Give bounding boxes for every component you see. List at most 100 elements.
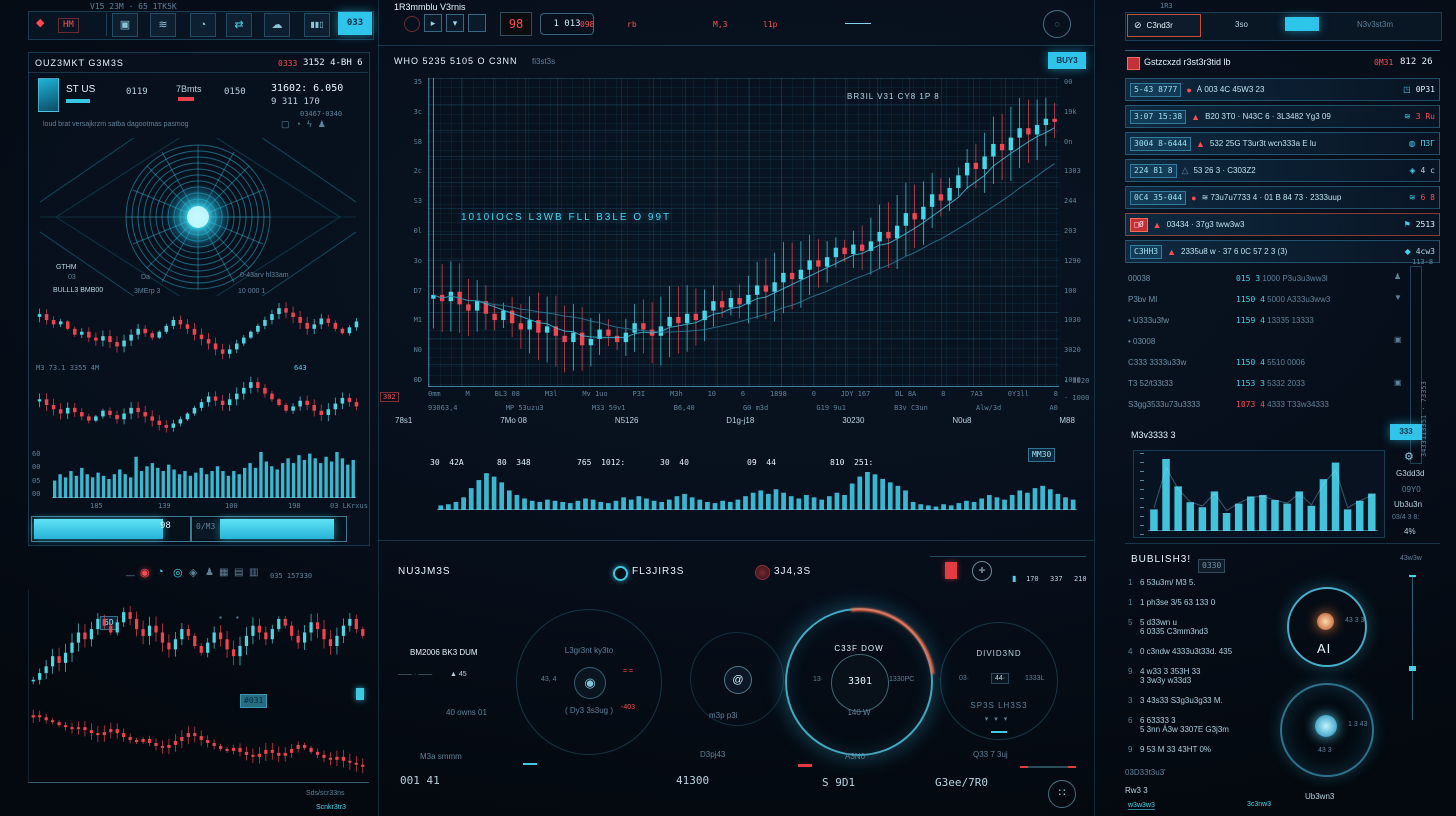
shield-icon[interactable]: ◈ xyxy=(189,567,198,579)
g2-red-tick: = = xyxy=(623,668,634,675)
mini-label-b: 03 xyxy=(68,274,76,281)
alert-row-2[interactable]: 3:07 15:38 ▲ B20 3T0 · N43C 6 · 3L3482 Y… xyxy=(1125,105,1440,128)
battery-icon[interactable]: ▮▮▯ xyxy=(304,13,330,37)
left-candle-chart-top xyxy=(36,300,360,362)
gear-icon[interactable]: ⚙ xyxy=(1404,451,1414,463)
g4-core: 3301 xyxy=(831,654,889,712)
globe-red-icon xyxy=(755,565,770,580)
small-square-icon-1[interactable]: ▪ xyxy=(219,613,222,622)
tab-aso[interactable]: 3so xyxy=(1235,20,1248,29)
clock-icon[interactable]: ◔ xyxy=(157,566,164,578)
cols-icon[interactable]: ▥ xyxy=(249,567,259,578)
publisher-side-note: 43w3w xyxy=(1400,555,1422,562)
kv-icon-person[interactable]: ♟ xyxy=(1394,272,1402,281)
diamond-icon[interactable]: ◆ xyxy=(36,17,45,29)
g4-red-strip xyxy=(798,764,812,767)
bars-meta-1: G3dd3d xyxy=(1396,469,1425,478)
main-y-axis-right: 00 19k 0n 1303 244 203 1290 100 1030 3020 1000 xyxy=(1064,78,1081,384)
sync-icon[interactable]: ⇄ xyxy=(226,13,252,37)
right-group-topline xyxy=(930,556,1086,557)
g1-sub: 40 owns 01 xyxy=(446,708,487,717)
kv-row-3: • U333u3fw 1159 4 13335 13333 xyxy=(1128,316,1314,325)
g1-line: —— · —— xyxy=(398,671,433,678)
tab-cander[interactable]: ⊘ C3nd3r xyxy=(1127,14,1201,37)
knob-icon[interactable]: ◌ xyxy=(1043,10,1071,38)
kv-icon-box-2[interactable]: ▣ xyxy=(1394,378,1402,387)
equalizer-icon[interactable]: ≋ xyxy=(150,13,176,37)
volume-chip[interactable]: MM30 xyxy=(1028,444,1056,462)
ai-circle-top-label: 43 3 3 xyxy=(1345,617,1365,624)
g4-title: C33F DOW xyxy=(834,644,884,653)
publisher-link[interactable]: w3w3w3 xyxy=(1128,802,1155,810)
alert-row-1[interactable]: 5-43 8777 ● Á 003 4C 45W3 23 ◳ 0P31 xyxy=(1125,78,1440,101)
small-square-icon-2[interactable]: ▪ xyxy=(236,613,239,622)
hm-label: HM xyxy=(63,20,74,30)
rows-icon[interactable]: ▤ xyxy=(234,567,244,578)
cloud-icon[interactable]: ☁ xyxy=(264,13,290,37)
red-card-icon[interactable] xyxy=(945,562,957,579)
ai-brain-icon xyxy=(1315,715,1337,737)
alert-row-3[interactable]: 3004 8-6444 ▲ 532 25G T3ur3t wcn333a E l… xyxy=(1125,132,1440,155)
scale-mid-marker[interactable] xyxy=(1409,666,1416,671)
bottom-link[interactable]: Scnkr3tr3 xyxy=(316,804,346,811)
progress-bar-1[interactable] xyxy=(31,516,191,542)
record-icon[interactable]: ◉ xyxy=(140,567,150,579)
chart-overlay-text: 1010IOCS L3WB FLL B3LE O 99T xyxy=(461,212,672,223)
profile-action-icons[interactable]: ▢◔ϟ♟ xyxy=(281,119,332,129)
g5-center: 44· xyxy=(991,673,1010,684)
progress-bar-2[interactable]: 0/M3 xyxy=(191,516,347,542)
tab-novostim[interactable]: N3v3st3m xyxy=(1357,20,1394,29)
buy-button[interactable]: BUY3 xyxy=(1048,52,1086,69)
033-button[interactable]: 033 xyxy=(338,12,372,35)
profile-v1: 0119 xyxy=(126,87,148,97)
main-volume-chart xyxy=(437,470,1077,510)
right-bar-chart xyxy=(1148,457,1378,531)
g5-mini-icons: ▾▾▾ xyxy=(984,716,1014,723)
kv-row-2: P3bv MI 1150 4 5000 A333u3ww3 xyxy=(1128,295,1331,304)
kv-row-4: • 03008 xyxy=(1128,337,1156,346)
row3-tag: 3004 8-6444 xyxy=(1130,136,1191,151)
led-value: 98 xyxy=(508,17,524,31)
kv-row-5: C333 3333u33w 1150 4 5510 0006 xyxy=(1128,358,1305,367)
left-candle-mid-value: 643 xyxy=(294,364,307,372)
x-axis-row-2: 93063,4 MP 53uzu3 M33 59v1 B6,40 G0 m3d G19 … xyxy=(428,404,1058,412)
vol-axis-1: 00 xyxy=(32,463,41,472)
kv-icon-down[interactable]: ▼ xyxy=(1394,293,1402,302)
tab-active-cyan[interactable] xyxy=(1285,17,1319,31)
alert-row-5[interactable]: 0C4 35-044 ● ≋ 73u7u7733 4 · 01 B 84 73 … xyxy=(1125,186,1440,209)
tool-square-1[interactable]: ▸ xyxy=(424,14,442,32)
slider-line[interactable] xyxy=(845,23,871,24)
dial-icon[interactable]: ✛ xyxy=(972,561,992,581)
profile-n1: 31602: 6.050 xyxy=(271,83,344,94)
dots-menu-icon[interactable]: ∷ xyxy=(1048,780,1076,808)
tool-square-3[interactable] xyxy=(468,14,486,32)
mini-stat-icon: ▮ xyxy=(1012,574,1017,583)
rows-note: 113-8 xyxy=(1412,258,1434,266)
avatar[interactable] xyxy=(38,78,59,112)
bars-button[interactable]: 333 xyxy=(1390,424,1422,440)
gauge-3: @ m3p p3i xyxy=(690,632,784,726)
lock-icon[interactable]: ▣ xyxy=(112,13,138,37)
publisher-bottom-link[interactable]: 3c3nw3 xyxy=(1247,801,1272,808)
tool-square-2[interactable]: ▾ xyxy=(446,14,464,32)
row5-tag: 0C4 35-044 xyxy=(1130,190,1187,205)
row6-tag: □Ø xyxy=(1130,217,1148,232)
hm-button[interactable]: HM xyxy=(58,18,79,33)
grid-icon[interactable]: ▦ xyxy=(219,567,229,578)
timeframe-button[interactable]: 1 013 xyxy=(540,13,594,35)
row2-alert-icon: ▲ xyxy=(1191,111,1201,122)
target-icon[interactable]: ◎ xyxy=(173,567,183,579)
alert-row-6[interactable]: □Ø ▲ 03434 · 37g3 tww3w3 ⚑ 2513 xyxy=(1125,213,1440,236)
g2-marker xyxy=(523,763,537,765)
alert-row-4[interactable]: 224 81 8 △ 53 26 3 · C303Z2 ◈ 4 c xyxy=(1125,159,1440,182)
g3-core-icon: @ xyxy=(724,666,752,694)
alert-row-7[interactable]: C3HH3 ▲ 2335u8 w · 37 6 0C 57 2 3 (3) ◆ … xyxy=(1125,240,1440,263)
kv-row-1: 00038 015 3 1000 P3u3u3ww3l xyxy=(1128,274,1328,283)
x-axis-right-2: · 1000 xyxy=(1064,394,1090,402)
scroll-strip[interactable]: 3433113351 · 73353 xyxy=(1410,266,1428,464)
row1-right-icon: ◳ xyxy=(1403,85,1411,94)
gauge-icon[interactable]: ◔ xyxy=(190,13,216,37)
user-icon[interactable]: ♟ xyxy=(205,567,214,578)
kv-icon-box-1[interactable]: ▣ xyxy=(1394,335,1402,344)
